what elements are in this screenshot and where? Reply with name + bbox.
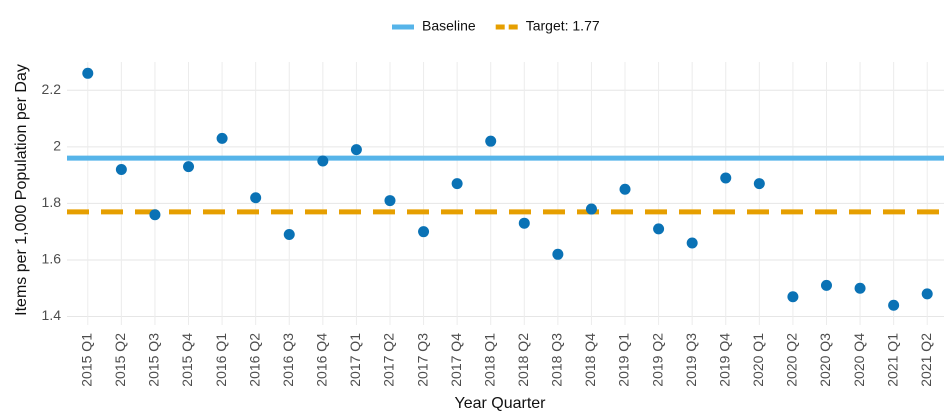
point bbox=[317, 155, 329, 167]
point bbox=[787, 291, 799, 303]
x-tick-label: 2018 Q3 bbox=[549, 333, 565, 387]
x-tick-label: 2018 Q1 bbox=[481, 333, 497, 387]
legend-label: Baseline bbox=[422, 18, 476, 34]
x-tick-label: 2019 Q4 bbox=[716, 333, 732, 387]
y-axis-title: Items per 1,000 Population per Day bbox=[13, 64, 30, 316]
y-tick-label: 2 bbox=[53, 138, 61, 154]
x-axis-title: Year Quarter bbox=[454, 395, 546, 412]
point bbox=[888, 299, 900, 311]
x-tick-label: 2017 Q3 bbox=[414, 333, 430, 387]
x-tick-label: 2019 Q3 bbox=[683, 333, 699, 387]
point bbox=[753, 178, 765, 190]
x-tick-label: 2015 Q2 bbox=[112, 333, 128, 387]
point bbox=[686, 237, 698, 249]
y-tick-label: 2.2 bbox=[42, 81, 62, 97]
x-tick-label: 2016 Q4 bbox=[314, 333, 330, 387]
x-tick-label: 2015 Q1 bbox=[78, 333, 94, 387]
point bbox=[82, 67, 94, 79]
x-tick-label: 2019 Q2 bbox=[649, 333, 665, 387]
point bbox=[518, 217, 530, 229]
point bbox=[350, 144, 362, 156]
x-tick-label: 2017 Q4 bbox=[448, 333, 464, 387]
x-tick-label: 2020 Q2 bbox=[784, 333, 800, 387]
point bbox=[720, 172, 732, 184]
point bbox=[552, 248, 564, 260]
point bbox=[854, 282, 866, 294]
point bbox=[485, 135, 497, 147]
point bbox=[653, 223, 665, 235]
x-tick-label: 2019 Q1 bbox=[616, 333, 632, 387]
y-tick-label: 1.6 bbox=[42, 251, 62, 267]
x-tick-label: 2020 Q4 bbox=[851, 333, 867, 387]
point bbox=[585, 203, 597, 215]
point bbox=[115, 163, 127, 175]
x-tick-label: 2017 Q1 bbox=[347, 333, 363, 387]
x-tick-label: 2021 Q1 bbox=[884, 333, 900, 387]
x-tick-label: 2016 Q2 bbox=[246, 333, 262, 387]
x-tick-label: 2016 Q3 bbox=[280, 333, 296, 387]
point bbox=[283, 229, 295, 241]
x-tick-label: 2021 Q2 bbox=[918, 333, 934, 387]
y-tick-label: 1.4 bbox=[42, 307, 62, 323]
x-tick-label: 2016 Q1 bbox=[213, 333, 229, 387]
point bbox=[384, 195, 396, 207]
point bbox=[418, 226, 430, 238]
point bbox=[250, 192, 262, 204]
x-tick-label: 2018 Q2 bbox=[515, 333, 531, 387]
point bbox=[619, 183, 631, 195]
y-tick-label: 1.8 bbox=[42, 194, 62, 210]
point bbox=[183, 161, 195, 173]
x-tick-label: 2017 Q2 bbox=[381, 333, 397, 387]
x-tick-label: 2020 Q3 bbox=[817, 333, 833, 387]
point bbox=[149, 209, 161, 221]
point bbox=[921, 288, 933, 300]
x-tick-label: 2015 Q4 bbox=[179, 333, 195, 387]
x-tick-label: 2018 Q4 bbox=[582, 333, 598, 387]
legend-label: Target: 1.77 bbox=[526, 18, 600, 34]
point bbox=[820, 279, 832, 291]
point bbox=[451, 178, 463, 190]
point bbox=[216, 132, 228, 144]
x-tick-label: 2020 Q1 bbox=[750, 333, 766, 387]
x-tick-label: 2015 Q3 bbox=[146, 333, 162, 387]
